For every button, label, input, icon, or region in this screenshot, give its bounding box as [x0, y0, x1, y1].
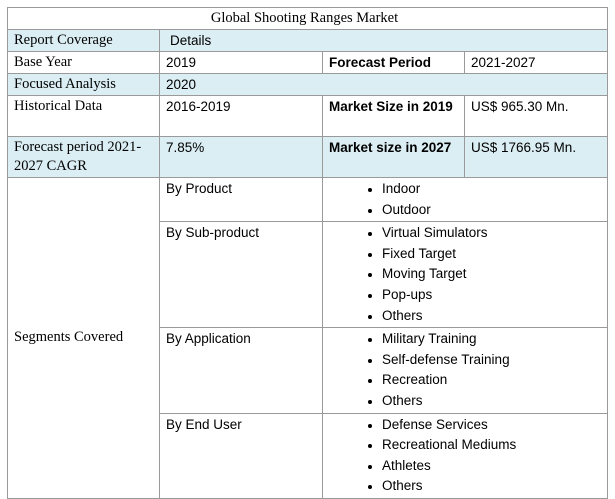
row: Forecast period 2021-2027 CAGR 7.85% Mar… [7, 136, 609, 178]
list-item: Pop-ups [382, 285, 601, 306]
cell: Market size in 2027 [322, 136, 465, 178]
list-item: Others [382, 476, 601, 497]
row: Historical Data 2016-2019 Market Size in… [7, 95, 609, 137]
table-title: Global Shooting Ranges Market [6, 7, 609, 30]
title-row: Global Shooting Ranges Market [6, 7, 609, 30]
cell: Details [158, 29, 609, 52]
bullet-list: Defense ServicesRecreational MediumsAthl… [329, 415, 601, 497]
cell: 2019 [159, 51, 323, 74]
market-table: Global Shooting Ranges Market Report Cov… [6, 7, 609, 499]
cell: Military TrainingSelf-defense TrainingRe… [321, 327, 609, 414]
cell: By End User [159, 412, 323, 499]
list-item: Virtual Simulators [382, 223, 601, 244]
list-item: Moving Target [382, 264, 601, 285]
cell: Market Size in 2019 [322, 95, 465, 137]
list-item: Outdoor [382, 200, 601, 221]
cell: Focused Analysis [7, 73, 160, 96]
list-item: Recreational Mediums [382, 435, 601, 456]
cell: 2016-2019 [159, 95, 323, 137]
list-item: Fixed Target [382, 244, 601, 265]
cell: IndoorOutdoor [321, 176, 609, 223]
cell: Report Coverage [7, 29, 160, 52]
list-item: Athletes [382, 456, 601, 477]
cell: 2021-2027 [463, 51, 609, 74]
cell: Base Year [7, 51, 160, 74]
list-item: Others [382, 391, 601, 412]
cell: Virtual SimulatorsFixed TargetMoving Tar… [321, 221, 609, 329]
bullet-list: Military TrainingSelf-defense TrainingRe… [329, 329, 601, 411]
cell: Defense ServicesRecreational MediumsAthl… [321, 412, 609, 499]
list-item: Recreation [382, 370, 601, 391]
cell: US$ 1766.95 Mn. [463, 136, 609, 178]
segment-row: By End UserDefense ServicesRecreational … [8, 412, 609, 499]
list-item: Defense Services [382, 415, 601, 436]
segment-row: By ApplicationMilitary TrainingSelf-defe… [8, 327, 609, 414]
segment-row: By Sub-productVirtual SimulatorsFixed Ta… [8, 221, 609, 329]
cell: 7.85% [159, 136, 323, 178]
row: Base Year 2019 Forecast Period 2021-2027 [7, 51, 609, 74]
row: Focused Analysis 2020 [7, 73, 609, 96]
cell: US$ 965.30 Mn. [463, 95, 609, 137]
cell: 2020 [158, 73, 609, 96]
cell: Historical Data [7, 95, 160, 137]
cell: Segments Covered [7, 177, 160, 499]
header-row: Report Coverage Details [7, 29, 609, 52]
bullet-list: IndoorOutdoor [329, 179, 601, 220]
cell: By Product [159, 176, 323, 223]
cell: By Application [159, 327, 323, 414]
list-item: Self-defense Training [382, 350, 601, 371]
list-item: Others [382, 306, 601, 327]
cell: Forecast period 2021-2027 CAGR [7, 136, 160, 178]
list-item: Military Training [382, 329, 601, 350]
list-item: Indoor [382, 179, 601, 200]
cell: By Sub-product [159, 221, 323, 329]
cell: Forecast Period [322, 51, 465, 74]
bullet-list: Virtual SimulatorsFixed TargetMoving Tar… [329, 223, 601, 326]
